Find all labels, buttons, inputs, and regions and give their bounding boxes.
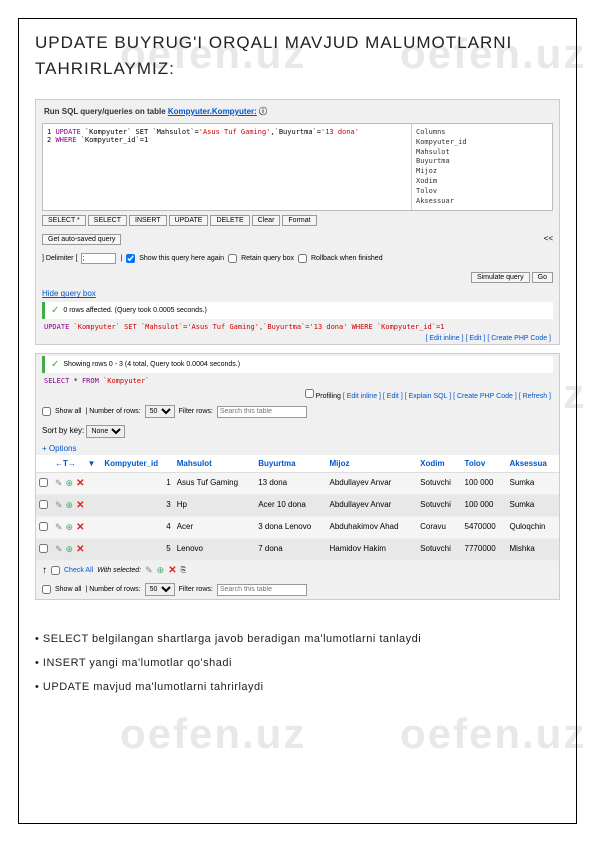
delete-icon[interactable]: ✕ [76, 500, 84, 511]
delete-icon[interactable]: ✕ [76, 478, 84, 489]
copy-icon[interactable]: ⊕ [66, 500, 74, 511]
edit-icon[interactable]: ✎ [55, 500, 63, 511]
row-checkbox[interactable] [39, 522, 48, 531]
row-checkbox[interactable] [39, 500, 48, 509]
executed-query: UPDATE `Kompyuter` SET `Mahsulot`='Asus … [36, 321, 559, 333]
select-query: SELECT * FROM `Kompyuter` [36, 375, 559, 387]
sql-panel: Run SQL query/queries on table Kompyuter… [35, 99, 560, 345]
arrow-up-icon[interactable]: ↑ [42, 565, 47, 576]
row-checkbox[interactable] [39, 478, 48, 487]
delimiter-input[interactable] [81, 253, 116, 264]
table-row[interactable]: ✎ ⊕ ✕ 3 Hp Acer 10 dona Abdullayev Anvar… [36, 495, 559, 517]
results-table: ←T→ ▼ Kompyuter_id Mahsulot Buyurtma Mij… [36, 455, 559, 561]
note-select: • SELECT belgilangan shartlarga javob be… [35, 628, 560, 650]
delete-icon[interactable]: ✕ [76, 544, 84, 555]
copy-icon[interactable]: ⊕ [66, 522, 74, 533]
go-button[interactable]: Go [532, 272, 553, 283]
edit-icon[interactable]: ✎ [55, 478, 63, 489]
delete-button[interactable]: DELETE [210, 215, 249, 226]
showall-checkbox[interactable] [42, 407, 51, 416]
note-update: • UPDATE mavjud ma'lumotlarni tahrirlayd… [35, 676, 560, 698]
checkall-link[interactable]: Check All [64, 567, 93, 574]
rows-message: ✓ Showing rows 0 - 3 (4 total, Query too… [42, 356, 553, 373]
table-link[interactable]: Kompyuter.Kompyuter: [168, 107, 257, 116]
delete-icon[interactable]: ✕ [76, 522, 84, 533]
copy-icon[interactable]: ⊕ [66, 478, 74, 489]
select-star-button[interactable]: SELECT * [42, 215, 86, 226]
hide-query-link[interactable]: Hide query box [36, 287, 102, 300]
sort-row: Sort by key: None [36, 421, 559, 442]
export-icon[interactable]: ⎘ [181, 567, 187, 575]
delete-icon[interactable]: ✕ [168, 565, 176, 576]
checkall-checkbox[interactable] [51, 566, 60, 575]
check-icon: ✓ [51, 305, 59, 316]
delimiter-label: ] Delimiter [ [42, 255, 77, 262]
columns-list: Columns Kompyuter_id Mahsulot Buyurtma M… [412, 124, 552, 210]
update-button[interactable]: UPDATE [169, 215, 209, 226]
check-icon: ✓ [51, 359, 59, 370]
numrows-select[interactable]: 50 [145, 405, 175, 418]
filter-input[interactable] [217, 406, 307, 418]
insert-button[interactable]: INSERT [129, 215, 167, 226]
simulate-button[interactable]: Simulate query [471, 272, 530, 283]
query-links[interactable]: [ Edit inline ] [ Edit ] [ Create PHP Co… [36, 333, 559, 344]
copy-icon[interactable]: ⊕ [157, 565, 165, 576]
filter-input-bottom[interactable] [217, 584, 307, 596]
sort-select[interactable]: None [86, 425, 125, 438]
numrows-select-bottom[interactable]: 50 [145, 583, 175, 596]
autosaved-button[interactable]: Get auto-saved query [42, 234, 121, 245]
options-link[interactable]: + Options [36, 442, 559, 455]
format-button[interactable]: Format [282, 215, 316, 226]
table-row[interactable]: ✎ ⊕ ✕ 4 Acer 3 dona Lenovo Abduhakimov A… [36, 517, 559, 539]
table-row[interactable]: ✎ ⊕ ✕ 5 Lenovo 7 dona Hamidov Hakim Sotu… [36, 539, 559, 561]
notes-section: • SELECT belgilangan shartlarga javob be… [35, 628, 560, 698]
success-message: ✓ 0 rows affected. (Query took 0.0005 se… [42, 302, 553, 319]
sql-panel-header: Run SQL query/queries on table Kompyuter… [36, 100, 559, 123]
retain-checkbox[interactable] [228, 254, 237, 263]
edit-icon[interactable]: ✎ [55, 544, 63, 555]
show-again-checkbox[interactable] [126, 254, 135, 263]
rollback-checkbox[interactable] [298, 254, 307, 263]
sql-editor[interactable]: 1 UPDATE `Kompyuter` SET `Mahsulot`='Asu… [42, 123, 553, 211]
row-checkbox[interactable] [39, 544, 48, 553]
edit-icon[interactable]: ✎ [55, 522, 63, 533]
select-button[interactable]: SELECT [88, 215, 127, 226]
results-panel: ✓ Showing rows 0 - 3 (4 total, Query too… [35, 353, 560, 600]
clear-button[interactable]: Clear [252, 215, 281, 226]
profiling-checkbox[interactable] [305, 389, 314, 398]
result-links[interactable]: [ Edit inline ] [ Edit ] [ Explain SQL ]… [343, 393, 551, 400]
copy-icon[interactable]: ⊕ [66, 544, 74, 555]
table-row[interactable]: ✎ ⊕ ✕ 1 Asus Tuf Gaming 13 dona Abdullay… [36, 473, 559, 495]
page-title: UPDATE BUYRUG'I ORQALI MAVJUD MALUMOTLAR… [35, 30, 560, 81]
note-insert: • INSERT yangi ma'lumotlar qo'shadi [35, 652, 560, 674]
edit-icon[interactable]: ✎ [145, 565, 153, 576]
showall-checkbox-bottom[interactable] [42, 585, 51, 594]
